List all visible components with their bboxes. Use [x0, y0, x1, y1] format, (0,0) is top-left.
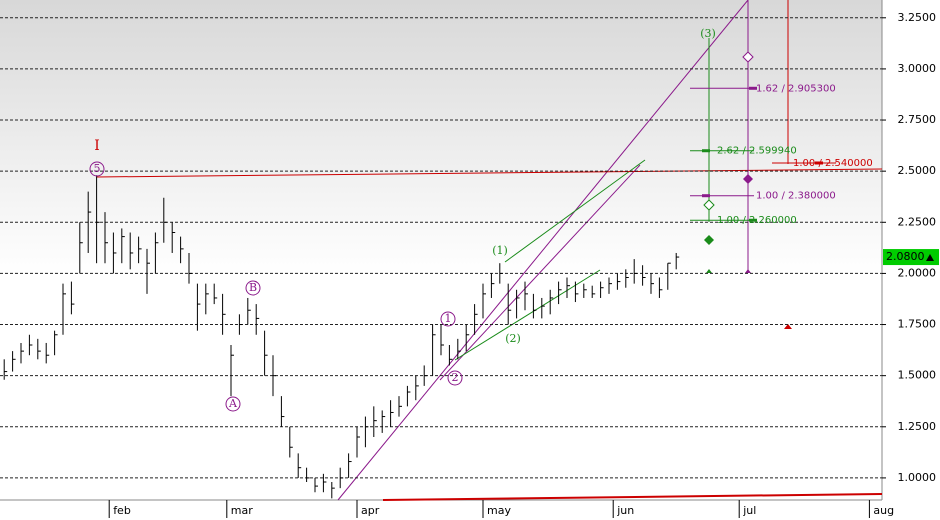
wave-circle [89, 161, 105, 177]
last-price-arrow [926, 254, 934, 262]
y-tick-label: 1.5000 [898, 369, 937, 382]
last-price-box [883, 249, 939, 266]
resistance-line [96, 168, 883, 178]
marker [745, 269, 751, 273]
level-tick [749, 86, 757, 90]
marker [743, 174, 753, 184]
level-tick [702, 149, 710, 153]
channel-line [439, 164, 641, 381]
y-tick-label: 2.7500 [898, 113, 937, 126]
y-tick-label: 1.0000 [898, 471, 937, 484]
x-tick-label: feb [113, 504, 131, 517]
wave-label: (1) [492, 244, 508, 257]
x-tick-label: apr [361, 504, 380, 517]
x-tick-label: jun [616, 504, 634, 517]
y-tick-label: 3.0000 [898, 62, 937, 75]
trend-lines [96, 0, 883, 501]
wave-label: I [94, 138, 100, 154]
marker [784, 324, 792, 329]
wave-label: 1 [445, 312, 452, 325]
wave-label: B [249, 281, 257, 294]
y-tick-label: 1.7500 [898, 318, 937, 331]
wave-label: 5 [94, 162, 101, 175]
y-tick-label: 2.0000 [898, 266, 937, 279]
channel-line [337, 0, 749, 501]
y-tick-label: 2.5000 [898, 164, 937, 177]
level-label: 1.62 / 2.905300 [756, 83, 836, 94]
x-tick-label: jul [742, 504, 756, 517]
level-tick [749, 218, 757, 222]
plot-area [0, 0, 882, 500]
level-label: 1.00 / 2.380000 [756, 191, 836, 202]
wave-label: (2) [505, 332, 521, 345]
marker [742, 51, 754, 63]
y-tick-label: 2.2500 [898, 215, 937, 228]
level-tick [702, 194, 710, 198]
x-tick-label: mar [231, 504, 253, 517]
x-tick-label: may [487, 504, 511, 517]
wave-circle [225, 396, 241, 412]
level-tick [815, 161, 823, 165]
level-label: 2.62 / 2.599940 [717, 146, 797, 157]
wave-label: A [228, 397, 238, 410]
marker [704, 235, 714, 245]
x-tick-label: aug [873, 504, 894, 517]
marker [703, 199, 715, 211]
wave-circle [245, 280, 261, 296]
level-label: 1.00 / 2.260000 [717, 215, 797, 226]
last-price-label: 2.0800 [886, 250, 925, 263]
y-tick-label: 3.2500 [898, 11, 937, 24]
marker [706, 269, 712, 273]
wave-circle [440, 311, 456, 327]
channel-line [504, 159, 646, 263]
wave-label: 2 [452, 371, 459, 384]
level-label: 1.00 / 2.540000 [793, 158, 873, 169]
wave-circle [447, 370, 463, 386]
support-line [382, 493, 883, 501]
y-tick-label: 1.2500 [898, 420, 937, 433]
wave-label: (3) [700, 27, 716, 40]
